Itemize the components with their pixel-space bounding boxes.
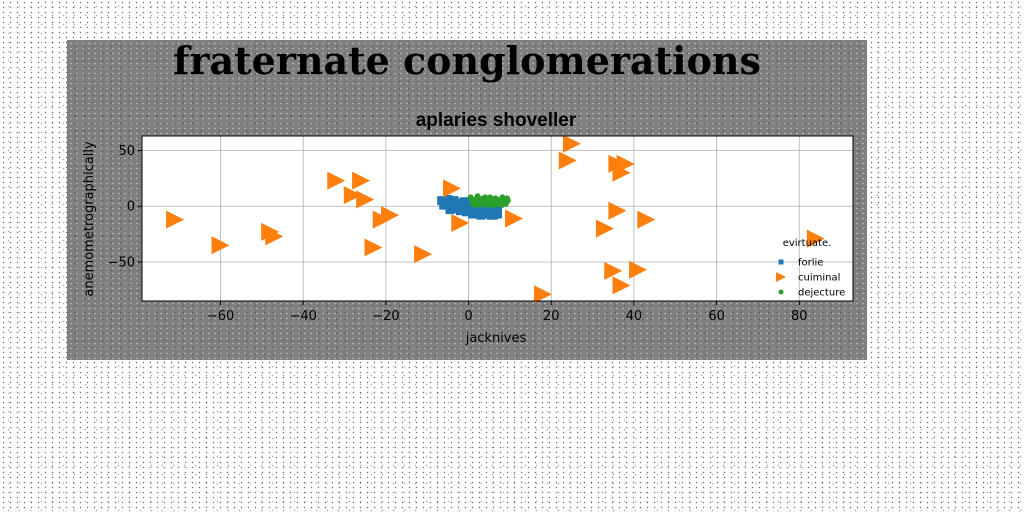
cuiminal-point bbox=[265, 227, 284, 246]
legend-title: evirtuate. bbox=[783, 238, 832, 249]
cuiminal-point bbox=[612, 276, 631, 295]
cuiminal-point bbox=[558, 151, 577, 170]
x-tick-label: 60 bbox=[708, 309, 725, 324]
cuiminal-point bbox=[608, 201, 627, 220]
cuiminal-point bbox=[612, 163, 631, 182]
legend-marker-forlie bbox=[778, 259, 784, 265]
data-points bbox=[166, 134, 825, 304]
legend-marker-cuiminal bbox=[776, 272, 786, 282]
chart-figure: fraternate conglomerations aplaries shov… bbox=[67, 40, 867, 360]
cuiminal-point bbox=[451, 213, 470, 232]
cuiminal-point bbox=[595, 219, 614, 238]
chart-suptitle: fraternate conglomerations bbox=[173, 40, 761, 83]
dejecture-point bbox=[502, 201, 509, 208]
forlie-point bbox=[449, 196, 459, 206]
y-axis-label: anemometrographically bbox=[82, 141, 97, 297]
dejecture-point bbox=[491, 201, 498, 208]
legend-label-dejecture: dejecture bbox=[798, 288, 845, 299]
cuiminal-point bbox=[562, 134, 581, 153]
x-tick-label: 80 bbox=[791, 309, 808, 324]
cuiminal-point bbox=[211, 236, 230, 255]
x-tick-label: 0 bbox=[464, 309, 472, 324]
cuiminal-point bbox=[443, 179, 462, 198]
forlie-point bbox=[455, 206, 465, 216]
dejecture-point bbox=[485, 198, 492, 205]
forlie-point bbox=[468, 209, 478, 219]
forlie-point bbox=[459, 197, 469, 207]
cuiminal-point bbox=[352, 171, 371, 190]
cuiminal-point bbox=[356, 190, 375, 209]
x-tick-label: 40 bbox=[626, 309, 643, 324]
forlie-point bbox=[445, 205, 455, 215]
x-tick-label: 20 bbox=[543, 309, 560, 324]
x-tick-label: −20 bbox=[372, 309, 399, 324]
dejecture-point bbox=[478, 198, 485, 205]
chart-title: aplaries shoveller bbox=[416, 110, 577, 131]
forlie-point bbox=[439, 200, 449, 210]
forlie-point bbox=[486, 210, 496, 220]
dejecture-point bbox=[473, 198, 480, 205]
forlie-point bbox=[493, 206, 502, 216]
chart-canvas: fraternate conglomerations aplaries shov… bbox=[82, 40, 854, 346]
plot-frame bbox=[141, 135, 854, 302]
x-axis-label: jacknives bbox=[465, 331, 527, 346]
cuiminal-point bbox=[533, 285, 552, 304]
legend-label-cuiminal: cuiminal bbox=[798, 273, 840, 284]
x-tick-label: −60 bbox=[207, 309, 234, 324]
forlie-point bbox=[443, 195, 453, 205]
cuiminal-point bbox=[327, 171, 346, 190]
forlie-point bbox=[476, 210, 486, 220]
cuiminal-point bbox=[604, 261, 623, 280]
y-tick-label: 0 bbox=[127, 200, 135, 215]
legend-items: forlie cuiminal dejecture bbox=[776, 258, 845, 299]
cuiminal-point bbox=[637, 210, 656, 229]
legend-label-forlie: forlie bbox=[798, 258, 823, 269]
cuiminal-point bbox=[505, 209, 524, 228]
legend-marker-dejecture bbox=[778, 289, 784, 295]
y-tick-label: 50 bbox=[118, 144, 135, 159]
x-tick-label: −40 bbox=[289, 309, 316, 324]
cuiminal-point bbox=[806, 229, 825, 248]
legend: evirtuate. forlie cuiminal dejecture bbox=[776, 238, 845, 299]
cuiminal-point bbox=[166, 210, 185, 229]
cuiminal-point bbox=[414, 245, 433, 264]
dejecture-point bbox=[474, 193, 481, 200]
dejecture-point bbox=[504, 195, 511, 202]
dejecture-point bbox=[497, 198, 504, 205]
axis-ticks: −60 −40 −20 0 20 40 60 80 −50 0 50 bbox=[108, 144, 808, 324]
cuiminal-point bbox=[629, 260, 648, 279]
cuiminal-point bbox=[364, 238, 383, 257]
y-tick-label: −50 bbox=[108, 255, 135, 270]
cuiminal-point bbox=[343, 186, 362, 205]
cuiminal-point bbox=[381, 206, 400, 225]
